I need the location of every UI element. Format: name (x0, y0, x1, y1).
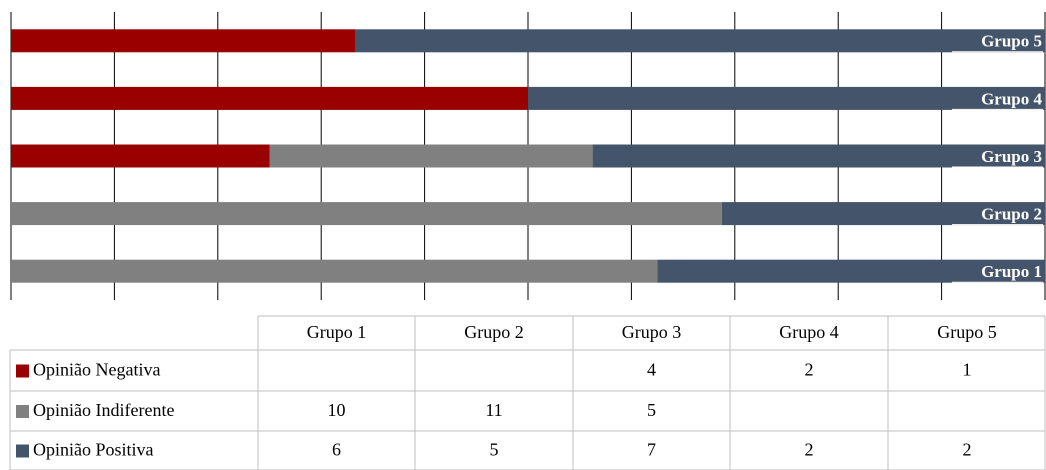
table-value: 10 (328, 400, 346, 420)
table-value: 4 (647, 360, 656, 380)
table-header: Grupo 3 (622, 322, 682, 342)
table-value: 1 (963, 360, 972, 380)
category-label: Grupo 1 (981, 262, 1042, 281)
bar-segment (11, 86, 528, 110)
bar-segment (355, 29, 1046, 53)
legend-swatch (16, 405, 29, 418)
legend-swatch (16, 364, 29, 378)
table-value: 6 (332, 440, 341, 460)
table-header: Grupo 1 (307, 322, 367, 342)
table-value: 2 (805, 440, 814, 460)
table-header: Grupo 4 (779, 322, 839, 342)
legend-swatch (16, 444, 29, 458)
legend-label: Opinião Negativa (33, 360, 160, 380)
table-value: 5 (490, 440, 499, 460)
legend-label: Opinião Indiferente (33, 400, 174, 420)
bar-segment (11, 29, 356, 53)
bar-segment (11, 202, 722, 226)
category-label: Grupo 3 (981, 147, 1042, 166)
bar-segment (592, 144, 1045, 168)
bar-segment (528, 86, 1045, 110)
category-label: Grupo 4 (981, 89, 1042, 108)
table-header: Grupo 2 (464, 322, 524, 342)
category-label: Grupo 2 (981, 205, 1042, 224)
legend-label: Opinião Positiva (33, 440, 154, 460)
table-value: 5 (647, 400, 656, 420)
table-value: 2 (805, 360, 814, 380)
table-value: 11 (485, 400, 502, 420)
bar-segment (269, 144, 593, 168)
table-value: 2 (963, 440, 972, 460)
table-value: 7 (647, 440, 656, 460)
category-label: Grupo 5 (981, 32, 1042, 51)
bar-segment (657, 259, 1045, 283)
bar-segment (721, 202, 1045, 226)
table-header: Grupo 5 (937, 322, 997, 342)
bar-segment (11, 259, 658, 283)
bar-segment (11, 144, 270, 168)
